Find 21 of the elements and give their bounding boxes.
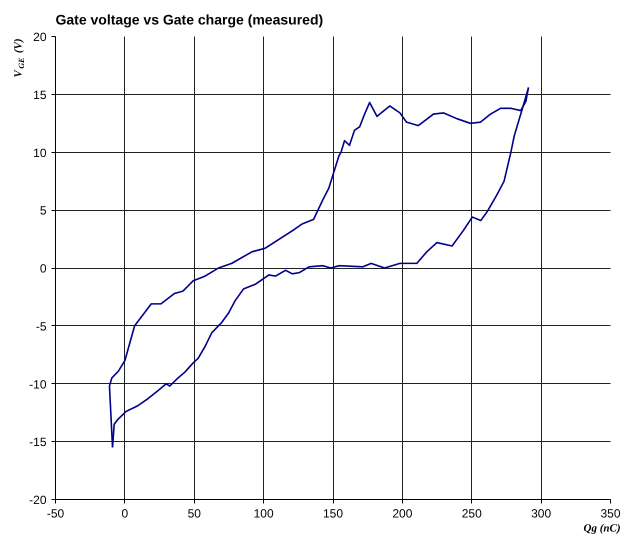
x-tick-label: 0 <box>122 506 129 520</box>
x-tick-label: 300 <box>531 506 552 520</box>
x-tick-label: -50 <box>46 506 64 520</box>
y-tick-label: -20 <box>29 493 47 507</box>
y-axis-title: VGE (V) <box>12 38 26 78</box>
y-tick-label: 20 <box>33 30 47 44</box>
chart-title: Gate voltage vs Gate charge (measured) <box>56 12 324 28</box>
x-tick-label: 250 <box>462 506 482 520</box>
x-tick-label: 100 <box>254 506 274 520</box>
y-tick-label: 0 <box>40 262 47 276</box>
x-tick-label: 350 <box>600 506 621 520</box>
y-tick-label: 10 <box>33 146 47 160</box>
y-tick-label: -10 <box>29 377 47 392</box>
x-axis-title: Qg (nC) <box>584 522 621 534</box>
y-tick-label: 5 <box>40 204 47 218</box>
x-tick-label: 200 <box>392 506 413 520</box>
y-tick-label: -5 <box>36 319 47 334</box>
y-tick-label: -15 <box>29 435 47 450</box>
y-tick-label: 15 <box>33 88 47 102</box>
x-tick-label: 50 <box>188 506 202 520</box>
x-tick-label: 150 <box>322 506 344 520</box>
